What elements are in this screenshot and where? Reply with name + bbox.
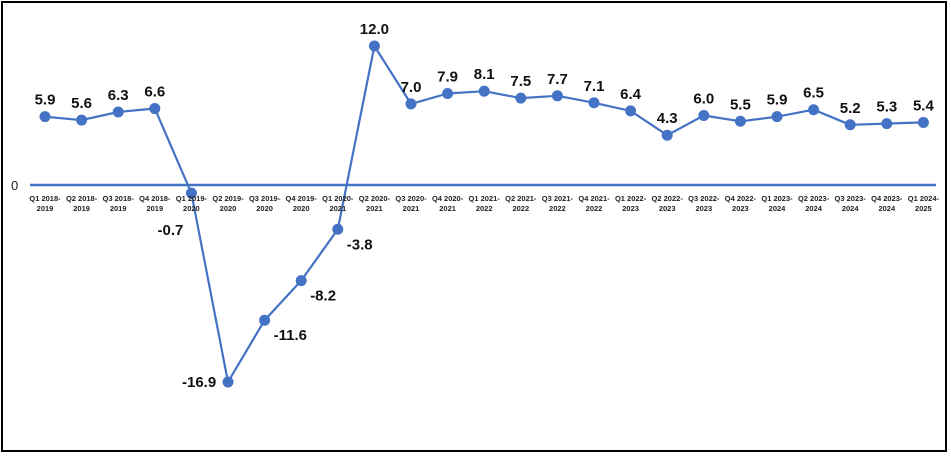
x-tick-label: Q4 2020-2021	[432, 194, 464, 213]
data-label: -16.9	[182, 374, 216, 391]
data-label: -0.7	[158, 222, 184, 239]
x-tick-label: Q1 2018-2019	[29, 194, 61, 213]
data-label: 5.3	[876, 99, 897, 116]
x-tick-label: Q4 2023-2024	[871, 194, 903, 213]
x-tick-label: Q1 2022-2023	[615, 194, 647, 213]
data-point	[76, 114, 88, 126]
data-label: 7.7	[547, 71, 568, 88]
x-tick-label: Q2 2018-2019	[66, 194, 98, 213]
data-point	[515, 92, 527, 104]
x-tick-label: Q2 2019-2020	[212, 194, 244, 213]
x-tick-label: Q4 2018-2019	[139, 194, 171, 213]
data-point-layer	[39, 40, 929, 388]
data-label: 6.0	[693, 91, 714, 108]
data-point	[222, 376, 234, 388]
data-label: 6.4	[620, 86, 642, 103]
axis-layer: 0	[11, 178, 936, 193]
x-tick-label: Q2 2022-2023	[652, 194, 684, 213]
data-point	[698, 110, 710, 121]
data-label: -3.8	[347, 236, 373, 253]
data-point	[405, 98, 417, 110]
x-tick-label: Q3 2020-2021	[395, 194, 427, 213]
data-label-layer: 5.9 5.6 6.3 6.6 -0.7 -16.9 -11.6 -8.2 -3.8 12.0 7.…	[35, 21, 935, 391]
data-point	[442, 87, 454, 99]
data-point	[295, 275, 307, 287]
data-label: 12.0	[360, 21, 389, 38]
data-point	[588, 97, 600, 109]
x-tick-label: Q1 2024-2025	[908, 194, 940, 213]
data-label: 6.5	[803, 85, 824, 102]
x-tick-label: Q3 2023-2024	[835, 194, 867, 213]
data-point	[39, 111, 51, 123]
data-label: -8.2	[310, 288, 336, 305]
data-point	[112, 106, 124, 118]
data-label: 5.9	[35, 92, 56, 109]
data-point	[551, 90, 563, 102]
data-label: 8.1	[474, 66, 495, 83]
data-label: 7.1	[584, 78, 605, 95]
data-point	[771, 111, 783, 123]
x-tick-label: Q3 2022-2023	[688, 194, 720, 213]
x-tick-label: Q3 2018-2019	[103, 194, 135, 213]
x-tick-label: Q3 2019-2020	[249, 194, 281, 213]
x-tick-label: Q4 2021-2022	[578, 194, 610, 213]
data-label: 7.5	[510, 73, 531, 90]
data-label: 5.6	[71, 95, 92, 112]
data-label: 6.6	[144, 84, 165, 101]
data-point	[808, 104, 820, 116]
data-point	[881, 118, 893, 130]
data-point	[149, 103, 161, 115]
data-label: 5.5	[730, 96, 751, 113]
data-point	[478, 85, 490, 97]
data-point	[917, 116, 929, 128]
data-label: 5.9	[767, 92, 788, 109]
x-tick-label: Q4 2022-2023	[725, 194, 757, 213]
data-label: -11.6	[274, 327, 307, 344]
data-label: 6.3	[108, 87, 129, 104]
data-point	[734, 115, 746, 127]
data-label: 7.9	[437, 68, 458, 85]
data-point	[625, 105, 637, 117]
x-tick-label: Q2 2020-2021	[359, 194, 391, 213]
data-point	[259, 314, 271, 326]
data-label: 7.0	[401, 79, 422, 96]
x-tick-label: Q2 2021-2022	[505, 194, 537, 213]
data-label: 5.2	[840, 100, 861, 117]
x-tick-label: Q2 2023-2024	[798, 194, 830, 213]
y-tick-label-zero: 0	[11, 178, 18, 193]
data-point	[844, 119, 856, 131]
data-point	[185, 187, 197, 199]
x-tick-label: Q4 2019-2020	[286, 194, 318, 213]
x-tick-label: Q1 2023-2024	[761, 194, 793, 213]
data-label: 5.4	[913, 97, 935, 114]
x-tick-label: Q3 2021-2022	[542, 194, 574, 213]
data-point	[661, 129, 673, 141]
data-point	[368, 40, 380, 52]
data-label: 4.3	[657, 110, 678, 127]
x-tick-label: Q1 2021-2022	[469, 194, 501, 213]
x-tick-label: Q1 2020-2021	[322, 194, 354, 213]
data-point	[332, 223, 344, 235]
x-tick-label: Q1 2019-2020	[176, 194, 208, 213]
